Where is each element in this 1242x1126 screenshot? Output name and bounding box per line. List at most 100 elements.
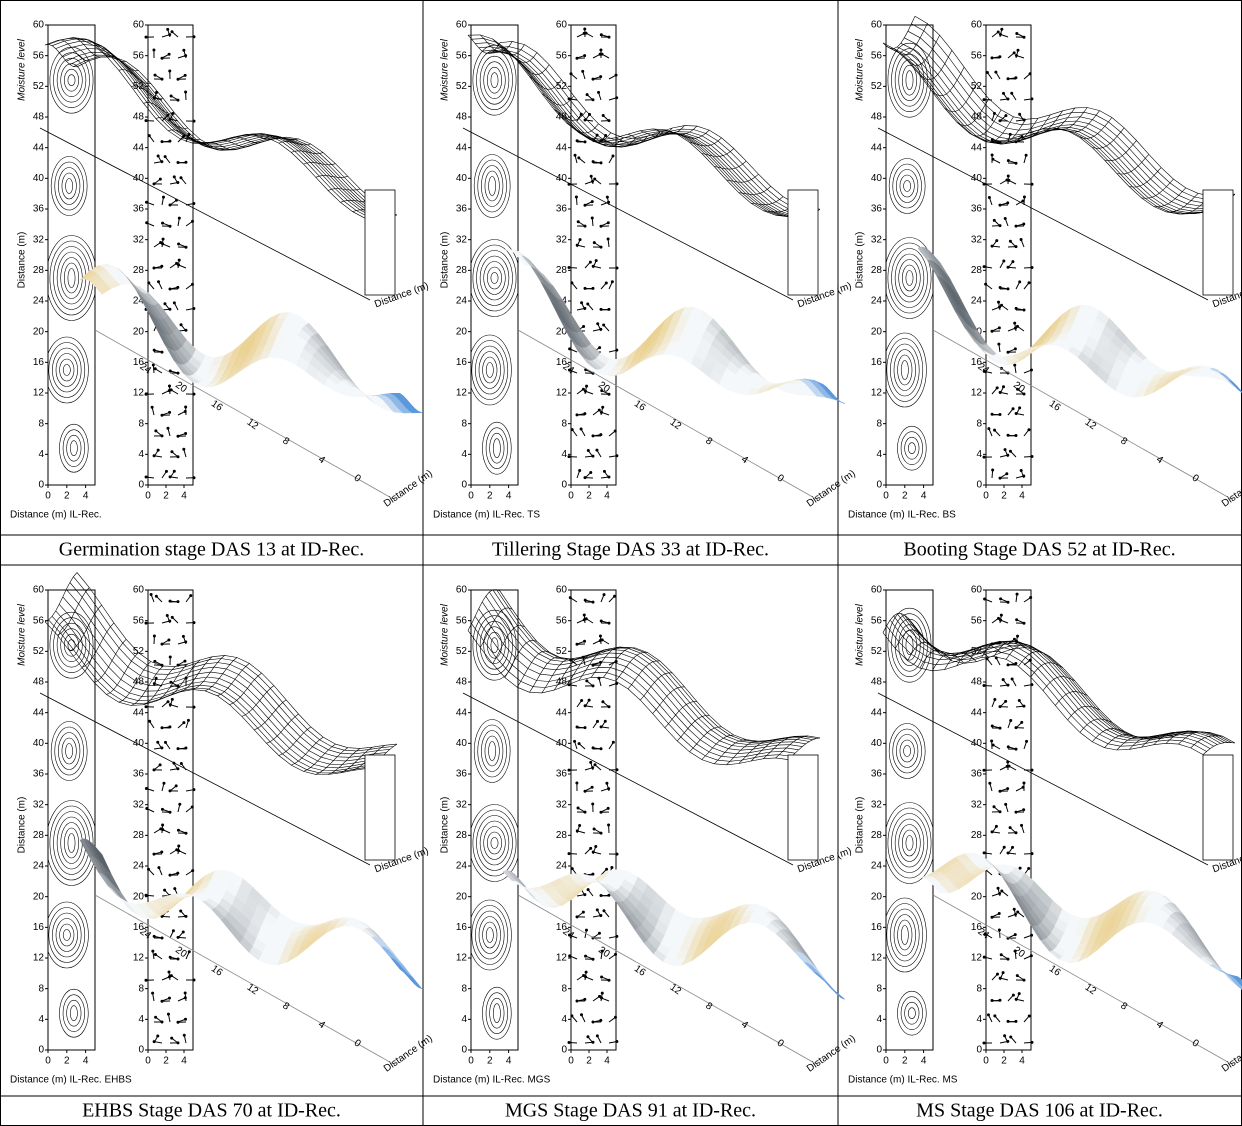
arrow-head <box>982 265 986 269</box>
arrow-head <box>1002 259 1006 263</box>
contour-line <box>483 826 506 860</box>
y-tick-label: 56 <box>556 50 568 61</box>
contour-line <box>492 438 501 459</box>
arrow-head <box>170 450 174 454</box>
arrow-head <box>172 469 176 473</box>
arrow-head <box>570 867 574 871</box>
arrow-head <box>152 1040 156 1044</box>
y-tick-label: 52 <box>971 646 983 657</box>
y-tick-label: 56 <box>456 615 468 626</box>
wire <box>62 596 383 762</box>
arrow-head <box>998 119 1002 123</box>
y-tick-label: 4 <box>138 449 144 460</box>
arrow-head <box>184 405 188 409</box>
y-tick-label: 24 <box>456 296 468 307</box>
arrow-head <box>585 384 589 388</box>
y-tick-label: 20 <box>871 326 883 337</box>
contour-line <box>476 250 513 306</box>
contour-line <box>58 167 81 205</box>
y-tick-label: 52 <box>33 81 45 92</box>
y-tick-label: 40 <box>456 738 468 749</box>
wire <box>907 35 940 66</box>
vector-frame <box>147 589 194 1051</box>
wire <box>58 604 380 765</box>
arrow-head <box>169 974 173 978</box>
contour-line <box>50 156 88 216</box>
wire <box>73 576 394 752</box>
arrow-head <box>1016 387 1020 391</box>
arrow-head <box>167 970 171 974</box>
arrow-head <box>990 915 994 919</box>
wire <box>1042 107 1076 131</box>
y-tick-label: 24 <box>133 861 145 872</box>
y-tick-label: 56 <box>33 615 45 626</box>
axis-3d <box>94 894 396 1066</box>
y-tick-label: 40 <box>871 738 883 749</box>
contour-line <box>901 629 917 661</box>
contour-line <box>484 170 500 202</box>
arrow-head <box>589 174 593 178</box>
wire <box>57 39 90 61</box>
y-tick-label: 20 <box>971 891 983 902</box>
arrow-head <box>1003 216 1007 220</box>
y-tick-label: 44 <box>456 707 468 718</box>
wire <box>492 49 813 215</box>
contour-line <box>482 986 512 1040</box>
contour-line <box>56 57 87 103</box>
arrow-head <box>156 740 160 744</box>
arrow-head <box>582 324 586 328</box>
arrow-head <box>601 114 605 118</box>
surface-patch <box>1232 975 1242 983</box>
arrow-head <box>1003 1034 1007 1038</box>
wire-box <box>364 754 396 861</box>
contour-line <box>64 633 80 657</box>
arrow-head <box>1019 238 1023 242</box>
arrow-head <box>192 621 196 625</box>
arrow-head <box>606 237 610 241</box>
arrow-head <box>605 867 609 871</box>
contour-line <box>48 336 89 404</box>
arrow-head <box>605 781 609 785</box>
contour-line <box>903 745 912 757</box>
arrow-head <box>183 991 187 995</box>
arrow-head <box>177 258 181 262</box>
arrow-head <box>1008 826 1012 830</box>
wire <box>467 34 789 217</box>
arrow-head <box>997 326 1001 330</box>
wire <box>1129 167 1162 188</box>
contour-line <box>891 248 928 308</box>
arrow-head <box>990 830 994 834</box>
depth-tick-label: 4 <box>1154 454 1165 466</box>
arrow-head <box>604 281 608 285</box>
arrow-head <box>179 909 183 913</box>
wire <box>217 663 250 697</box>
contour-line <box>894 253 925 303</box>
y-tick-label: 28 <box>556 265 568 276</box>
x-tick-label: 0 <box>568 1056 574 1067</box>
arrow-head <box>996 30 1000 34</box>
surface-patch <box>1239 983 1242 987</box>
arrow-head <box>591 850 595 854</box>
y-tick-label: 40 <box>556 173 568 184</box>
arrow-head <box>1015 618 1019 622</box>
contour-line <box>471 239 518 317</box>
wire <box>886 625 1207 752</box>
wire <box>726 740 759 766</box>
arrow-head <box>568 954 572 958</box>
arrow-head <box>191 869 195 873</box>
arrow-head <box>167 996 171 1000</box>
contour-line <box>905 70 914 90</box>
contour-line <box>476 615 513 676</box>
y-tick-label: 60 <box>133 20 145 31</box>
contour-line <box>473 154 511 218</box>
y-tick-label: 60 <box>556 20 568 31</box>
y-tick-label: 16 <box>456 357 468 368</box>
wire <box>254 699 287 731</box>
arrow-head <box>1015 324 1019 328</box>
arrow-head <box>991 468 995 472</box>
y-tick-label: 28 <box>971 265 983 276</box>
arrow-head <box>991 157 995 161</box>
wire <box>478 608 799 755</box>
arrow-head <box>158 177 162 181</box>
